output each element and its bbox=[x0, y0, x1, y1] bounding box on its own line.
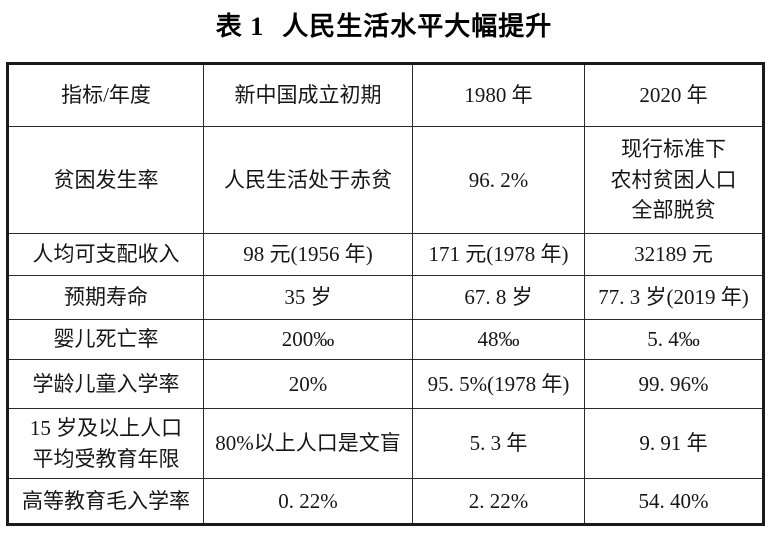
cell-indicator: 贫困发生率 bbox=[7, 126, 204, 234]
cell-1980: 2. 22% bbox=[412, 478, 585, 525]
cell-early: 35 岁 bbox=[203, 275, 413, 320]
cell-indicator: 预期寿命 bbox=[7, 275, 204, 320]
table-caption-label: 表 1 bbox=[215, 12, 265, 41]
cell-indicator: 高等教育毛入学率 bbox=[7, 478, 204, 525]
table-row: 15 岁及以上人口 平均受教育年限 80%以上人口是文盲 5. 3 年 9. 9… bbox=[7, 408, 764, 479]
table-row: 预期寿命 35 岁 67. 8 岁 77. 3 岁(2019 年) bbox=[7, 275, 764, 320]
cell-early: 200‰ bbox=[203, 319, 413, 360]
column-header-early-prc: 新中国成立初期 bbox=[203, 63, 413, 127]
table-row: 贫困发生率 人民生活处于赤贫 96. 2% 现行标准下 农村贫困人口 全部脱贫 bbox=[7, 126, 764, 234]
table-row: 学龄儿童入学率 20% 95. 5%(1978 年) 99. 96% bbox=[7, 359, 764, 409]
table-caption: 表 1 人民生活水平大幅提升 bbox=[0, 6, 768, 43]
cell-2020: 现行标准下 农村贫困人口 全部脱贫 bbox=[584, 126, 764, 234]
column-header-indicator-year: 指标/年度 bbox=[7, 63, 204, 127]
cell-2020: 77. 3 岁(2019 年) bbox=[584, 275, 764, 320]
cell-early: 0. 22% bbox=[203, 478, 413, 525]
cell-1980: 96. 2% bbox=[412, 126, 585, 234]
cell-2020: 5. 4‰ bbox=[584, 319, 764, 360]
table-caption-text: 人民生活水平大幅提升 bbox=[282, 12, 553, 41]
cell-1980: 171 元(1978 年) bbox=[412, 233, 585, 276]
living-standards-table: 指标/年度 新中国成立初期 1980 年 2020 年 贫困发生率 人民生活处于… bbox=[6, 62, 765, 526]
column-header-2020: 2020 年 bbox=[584, 63, 764, 127]
cell-2020: 54. 40% bbox=[584, 478, 764, 525]
cell-2020: 32189 元 bbox=[584, 233, 764, 276]
header-row: 指标/年度 新中国成立初期 1980 年 2020 年 bbox=[7, 63, 764, 127]
cell-1980: 5. 3 年 bbox=[412, 408, 585, 479]
cell-early: 人民生活处于赤贫 bbox=[203, 126, 413, 234]
cell-indicator: 人均可支配收入 bbox=[7, 233, 204, 276]
table-row: 高等教育毛入学率 0. 22% 2. 22% 54. 40% bbox=[7, 478, 764, 525]
cell-2020: 9. 91 年 bbox=[584, 408, 764, 479]
cell-1980: 67. 8 岁 bbox=[412, 275, 585, 320]
cell-early: 20% bbox=[203, 359, 413, 409]
cell-1980: 95. 5%(1978 年) bbox=[412, 359, 585, 409]
cell-early: 98 元(1956 年) bbox=[203, 233, 413, 276]
cell-early: 80%以上人口是文盲 bbox=[203, 408, 413, 479]
cell-2020: 99. 96% bbox=[584, 359, 764, 409]
table-row: 人均可支配收入 98 元(1956 年) 171 元(1978 年) 32189… bbox=[7, 233, 764, 276]
cell-indicator: 15 岁及以上人口 平均受教育年限 bbox=[7, 408, 204, 479]
column-header-1980: 1980 年 bbox=[412, 63, 585, 127]
table-row: 婴儿死亡率 200‰ 48‰ 5. 4‰ bbox=[7, 319, 764, 360]
cell-indicator: 婴儿死亡率 bbox=[7, 319, 204, 360]
cell-indicator: 学龄儿童入学率 bbox=[7, 359, 204, 409]
cell-1980: 48‰ bbox=[412, 319, 585, 360]
